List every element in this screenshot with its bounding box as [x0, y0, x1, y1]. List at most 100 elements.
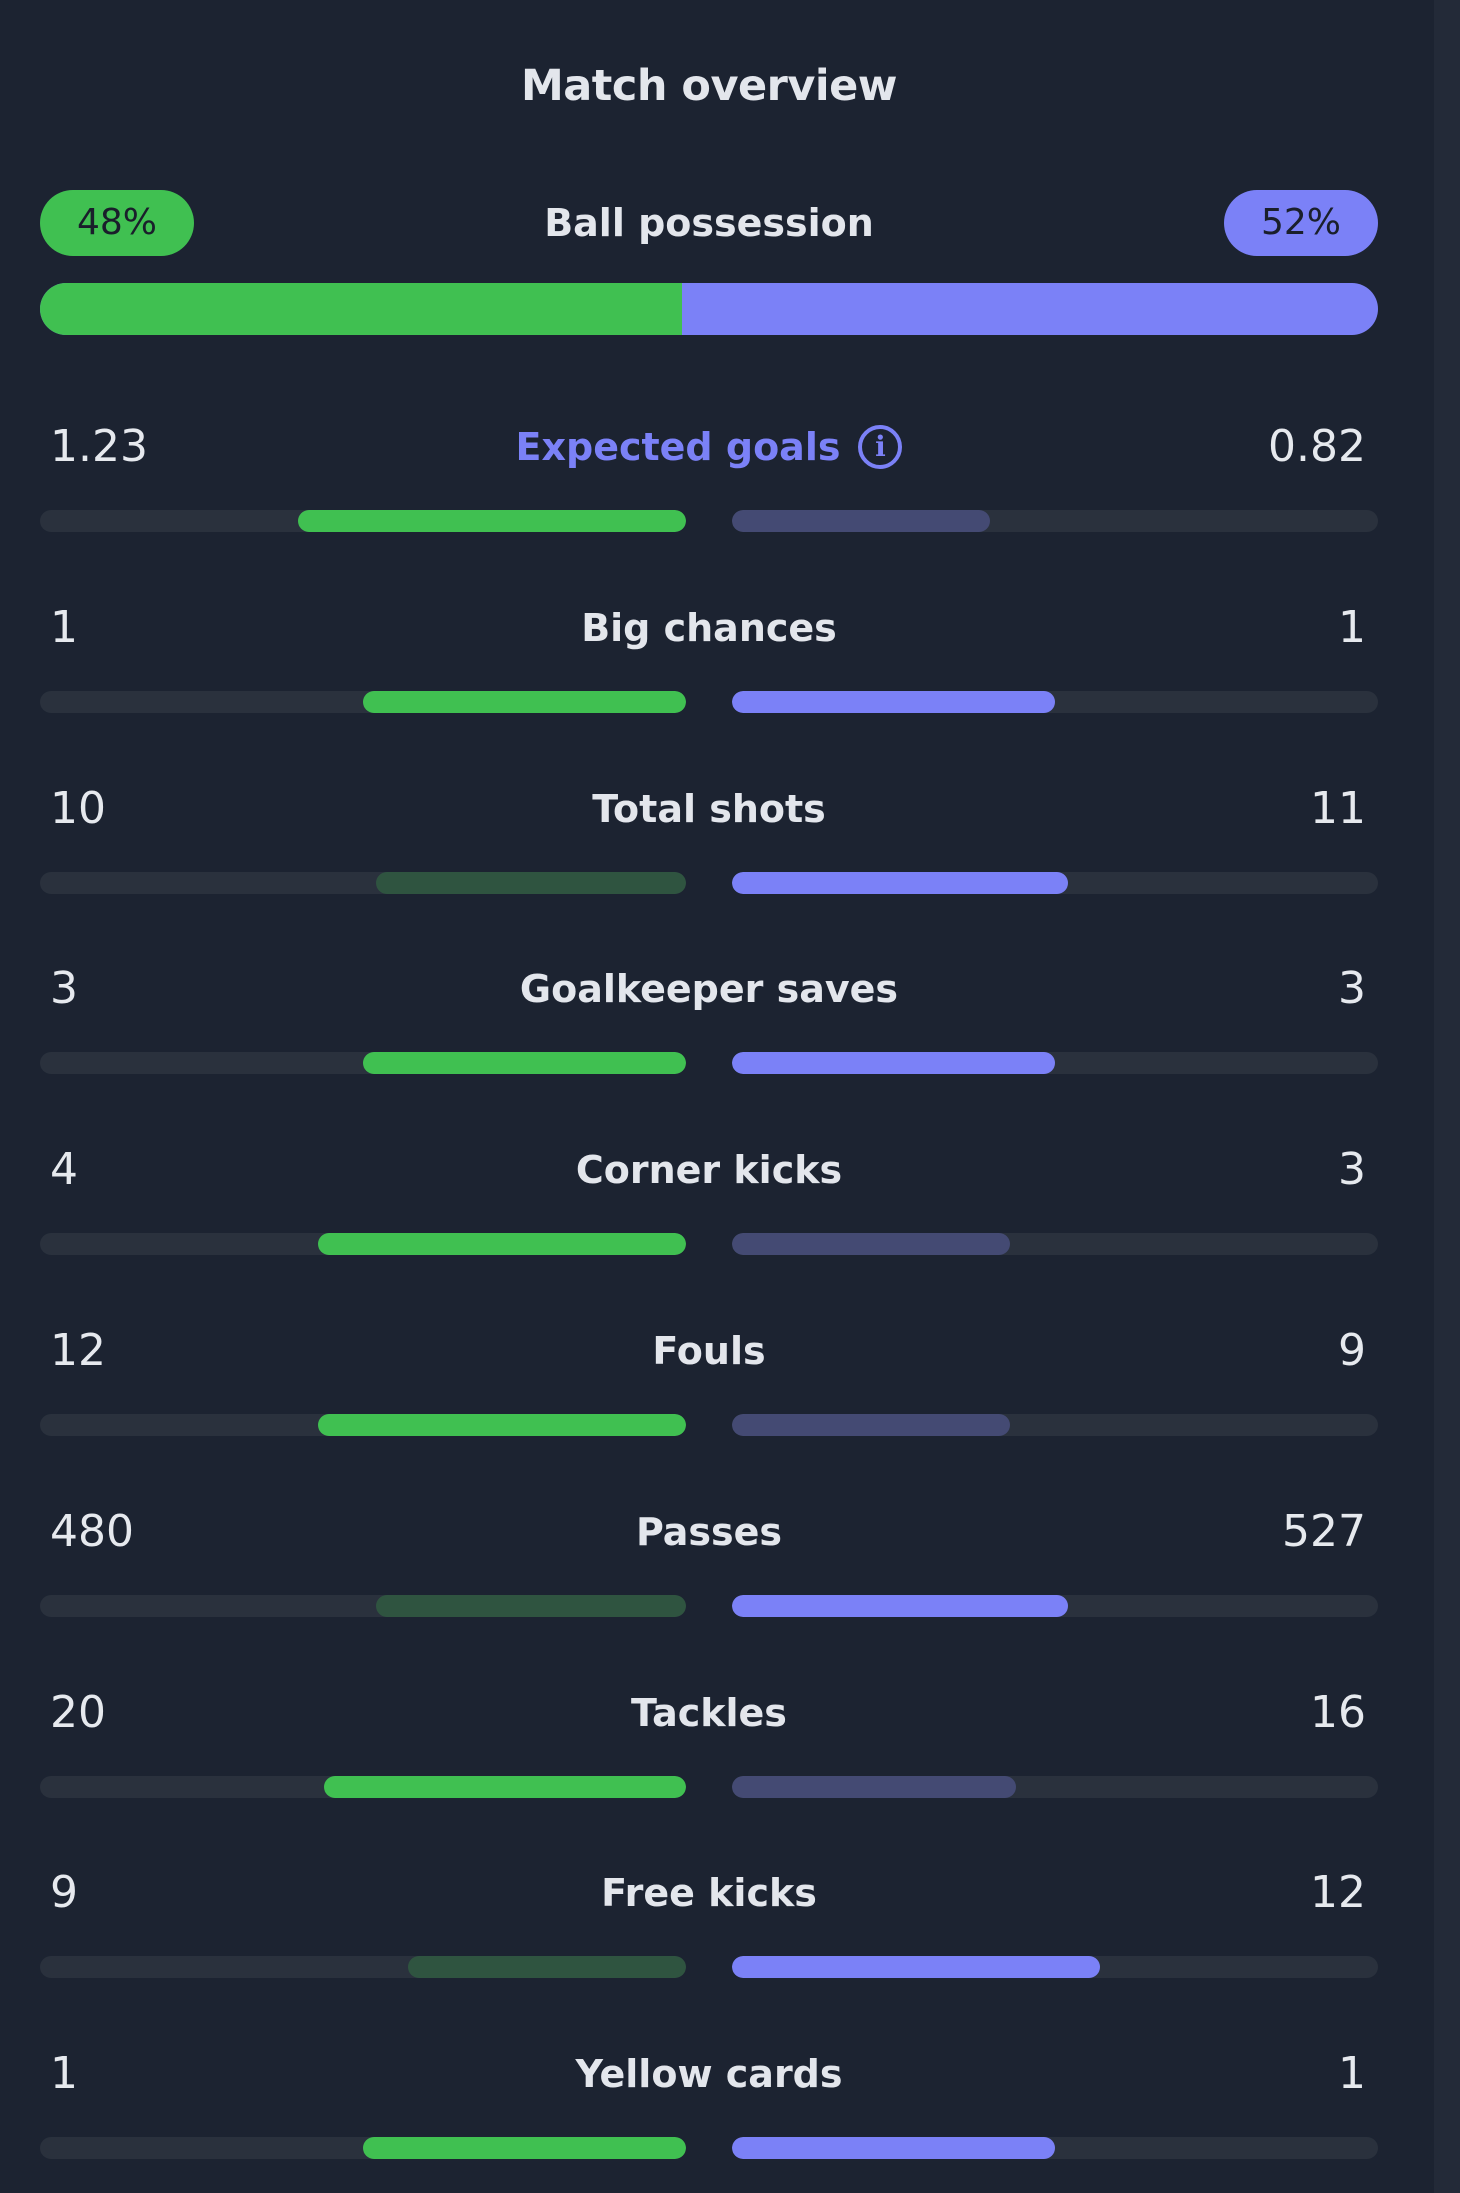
home-bar-fill	[363, 1052, 686, 1074]
away-bar-fill	[732, 1956, 1101, 1978]
away-possession-badge: 52%	[1224, 190, 1378, 256]
stat-row: 1 Yellow cards 1	[40, 2039, 1378, 2159]
possession-bar	[40, 283, 1378, 335]
away-bar-fill	[732, 1052, 1055, 1074]
away-bar-fill	[732, 1233, 1010, 1255]
away-value: 11	[1310, 783, 1366, 834]
stat-label: Total shots	[40, 774, 1378, 844]
stat-label-text: Big chances	[581, 606, 837, 650]
away-bar-track	[732, 1233, 1378, 1255]
away-value: 12	[1310, 1867, 1366, 1918]
home-value: 4	[50, 1144, 78, 1195]
away-bar-fill	[732, 1414, 1010, 1436]
info-icon[interactable]: i	[858, 424, 903, 469]
away-bar-fill	[732, 510, 991, 532]
away-value: 1	[1338, 2048, 1366, 2099]
home-value: 9	[50, 1867, 78, 1918]
stat-row: 9 Free kicks 12	[40, 1858, 1378, 1978]
possession-home-fill	[40, 283, 683, 335]
home-bar-fill	[363, 2137, 686, 2159]
stat-label-text: Total shots	[592, 787, 826, 831]
home-bar-fill	[298, 510, 686, 532]
stat-label: Big chances	[40, 593, 1378, 663]
stat-label-text: Free kicks	[601, 1871, 817, 1915]
away-value: 0.82	[1268, 421, 1366, 472]
stat-row: 4 Corner kicks 3	[40, 1135, 1378, 1255]
stat-row: 480 Passes 527	[40, 1497, 1378, 1617]
stat-label: Yellow cards	[40, 2039, 1378, 2109]
home-value: 1	[50, 602, 78, 653]
home-bar-fill	[317, 1233, 686, 1255]
home-value: 1	[50, 2048, 78, 2099]
home-bar-fill	[324, 1776, 686, 1798]
home-bar-track	[40, 1233, 686, 1255]
stat-label: Tackles	[40, 1678, 1378, 1748]
home-bar-fill	[408, 1956, 686, 1978]
scrollbar[interactable]	[1434, 0, 1460, 2193]
stat-row: 1 Big chances 1	[40, 593, 1378, 713]
home-bar-track	[40, 872, 686, 894]
away-bar-fill	[732, 691, 1055, 713]
stat-row: 1.23 Expected goals i 0.82	[40, 412, 1378, 532]
stat-label: Fouls	[40, 1316, 1378, 1386]
home-value: 480	[50, 1506, 134, 1557]
stat-row: 3 Goalkeeper saves 3	[40, 954, 1378, 1074]
away-bar-track	[732, 1956, 1378, 1978]
home-bar-fill	[375, 1595, 686, 1617]
stat-label-text: Yellow cards	[575, 2052, 843, 2096]
away-bar-fill	[732, 2137, 1055, 2159]
away-bar-track	[732, 1776, 1378, 1798]
away-bar-track	[732, 1414, 1378, 1436]
home-bar-track	[40, 1414, 686, 1436]
home-value: 3	[50, 963, 78, 1014]
away-value: 16	[1310, 1687, 1366, 1738]
away-value: 1	[1338, 602, 1366, 653]
stat-label-text: Tackles	[631, 1691, 787, 1735]
home-bar-track	[40, 1052, 686, 1074]
away-value: 3	[1338, 1144, 1366, 1195]
away-bar-fill	[732, 872, 1068, 894]
away-bar-track	[732, 691, 1378, 713]
home-bar-track	[40, 510, 686, 532]
stat-label: Passes	[40, 1497, 1378, 1567]
home-bar-fill	[317, 1414, 686, 1436]
ball-possession-row: 48% Ball possession 52%	[40, 190, 1378, 256]
stat-label: Corner kicks	[40, 1135, 1378, 1205]
stat-label-text: Passes	[635, 1510, 783, 1554]
home-possession-badge: 48%	[40, 190, 194, 256]
away-bar-track	[732, 2137, 1378, 2159]
home-bar-fill	[375, 872, 686, 894]
away-value: 3	[1338, 963, 1366, 1014]
away-bar-track	[732, 1595, 1378, 1617]
away-bar-track	[732, 1052, 1378, 1074]
away-bar-fill	[732, 1776, 1017, 1798]
stat-label-text: Corner kicks	[575, 1148, 843, 1192]
stat-label-text: Expected goals	[515, 425, 841, 469]
stat-label-text: Fouls	[652, 1329, 766, 1373]
home-bar-track	[40, 2137, 686, 2159]
stat-label[interactable]: Expected goals i	[40, 412, 1378, 482]
home-bar-fill	[363, 691, 686, 713]
stat-label: Free kicks	[40, 1858, 1378, 1928]
stat-label-text: Goalkeeper saves	[519, 967, 899, 1011]
home-value: 20	[50, 1687, 106, 1738]
away-bar-fill	[732, 1595, 1068, 1617]
home-value: 12	[50, 1325, 106, 1376]
away-bar-track	[732, 872, 1378, 894]
home-value: 1.23	[50, 421, 148, 472]
away-value: 527	[1282, 1506, 1366, 1557]
away-bar-track	[732, 510, 1378, 532]
home-bar-track	[40, 1776, 686, 1798]
away-value: 9	[1338, 1325, 1366, 1376]
home-bar-track	[40, 1595, 686, 1617]
home-bar-track	[40, 1956, 686, 1978]
stat-row: 12 Fouls 9	[40, 1316, 1378, 1436]
ball-possession-label: Ball possession	[544, 201, 874, 245]
page-title: Match overview	[520, 61, 898, 111]
stat-row: 10 Total shots 11	[40, 774, 1378, 894]
home-bar-track	[40, 691, 686, 713]
stat-label: Goalkeeper saves	[40, 954, 1378, 1024]
stat-row: 20 Tackles 16	[40, 1678, 1378, 1798]
home-value: 10	[50, 783, 106, 834]
